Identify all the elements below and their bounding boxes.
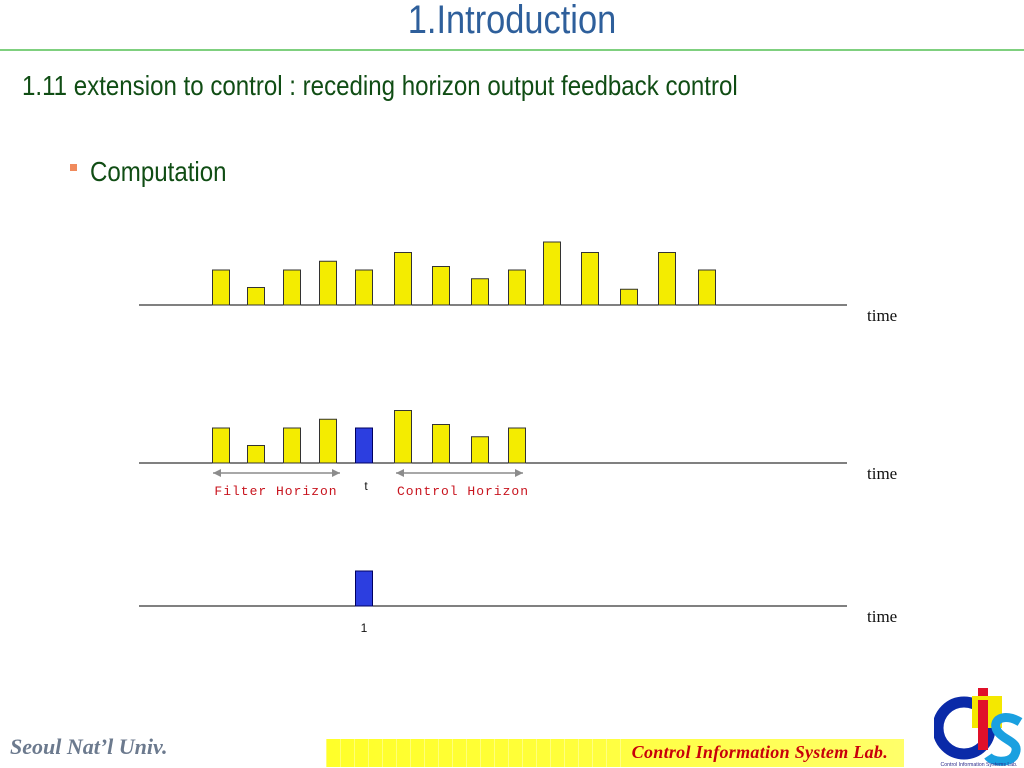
section-heading: 1.11 extension to control : receding hor…	[22, 70, 738, 101]
control-horizon-arrow-right-head	[515, 469, 523, 477]
row3-time-label: time	[867, 607, 897, 626]
sample-bar	[394, 410, 412, 464]
sample-bar	[698, 269, 716, 306]
slide-title: 1.Introduction	[407, 0, 617, 42]
row1-time-label: time	[867, 306, 897, 325]
bullet-square-icon	[70, 163, 77, 171]
filter-horizon-arrow-right-head	[332, 469, 340, 477]
impulse-bar	[355, 570, 373, 607]
sample-bar	[319, 418, 337, 464]
sample-bar	[471, 278, 489, 306]
impulse-label: 1	[361, 621, 368, 635]
logo-red-i	[978, 700, 988, 750]
sample-bar	[581, 252, 599, 306]
title-divider	[0, 49, 1024, 51]
footer-university: Seoul Nat’l Univ.	[10, 734, 168, 759]
sample-bar	[247, 445, 265, 464]
sample-bar	[212, 427, 230, 464]
sample-bar	[355, 269, 373, 306]
sample-bar	[247, 287, 265, 306]
footer-stripes	[326, 739, 626, 767]
control-horizon-label: Control Horizon	[397, 484, 529, 499]
sample-bar	[432, 424, 450, 464]
footer-lab-name: Control Information System Lab.	[631, 742, 888, 762]
footer-bar: Control Information System Lab.	[326, 739, 904, 767]
logo-s-curve	[984, 713, 1023, 766]
logo-caption: Control Information Systems Lab.	[941, 762, 1018, 768]
sample-bar	[508, 269, 526, 306]
current-sample-bar	[355, 427, 373, 464]
time-t-label: t	[364, 479, 368, 493]
bullet-text: Computation	[90, 156, 227, 187]
filter-horizon-arrow-left-head	[213, 469, 221, 477]
sample-bar	[471, 436, 489, 464]
sample-bar	[432, 266, 450, 306]
cis-logo: Control Information Systems Lab.	[934, 688, 1023, 768]
logo-red-i-dot	[978, 688, 988, 696]
sample-bar	[283, 427, 301, 464]
filter-horizon-label: Filter Horizon	[214, 484, 337, 499]
sample-bar	[394, 252, 412, 306]
sample-bar	[620, 288, 638, 306]
sample-bar	[508, 427, 526, 464]
row2-time-label: time	[867, 464, 897, 483]
sample-bar	[658, 252, 676, 306]
sample-bar	[283, 269, 301, 306]
control-horizon-arrow-left-head	[396, 469, 404, 477]
sample-bar	[319, 260, 337, 306]
bullet-item: Computation	[70, 156, 249, 188]
sample-bar	[212, 269, 230, 306]
sample-bar	[543, 241, 561, 306]
